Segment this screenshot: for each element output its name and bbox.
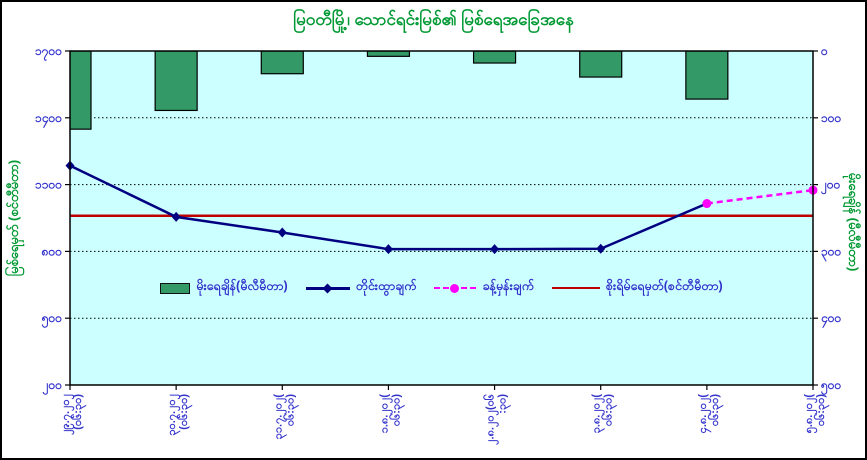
rain-bar — [260, 51, 304, 75]
legend-label: မိုးရေချိန်(မီလီမီတာ) — [196, 279, 288, 293]
left-axis-tick-label: ၁၁၀၀ — [35, 178, 62, 192]
x-axis-label: ၃၀.၇.၂၀၂(၀၆:၃၀) — [166, 393, 193, 435]
right-axis-tick-label: ၄၀၀ — [820, 311, 842, 329]
x-axis-label: ၃၁.၇.၂၀၂(၀၆:၃၀) — [272, 394, 299, 440]
measured-point-marker — [383, 244, 393, 255]
plot-border — [69, 50, 814, 386]
left-axis-tick-label: ၅၀၀ — [41, 311, 63, 329]
chart-title: မြဝတီမြို့၊ သောင်ရင်းမြစ်၏ မြစ်ရေအခြေအနေ — [293, 10, 574, 29]
x-axis-label: ၁.၈.၂၀၂(၀၆:၃၀) — [378, 394, 405, 434]
left-axis-tick-label: ၁၇၀၀ — [35, 44, 62, 62]
rain-bar — [154, 51, 198, 112]
measured-point-marker — [277, 227, 287, 238]
rainfall-bar-swatch-icon — [160, 282, 191, 294]
x-axis-label: ၂.၈.၂၀၂(၀၆:၃၀) — [484, 394, 512, 445]
rain-bar — [472, 51, 517, 64]
x-axis-label: ၅.၈.၂၀၂(၀၆:၃၀) — [803, 394, 830, 434]
right-axis-tick-label: ၃၀၀ — [821, 244, 842, 262]
x-axis-label: ၂၉.၇.၂၀၂(၀၆:၃၀) — [60, 393, 87, 434]
legend-label: စိုးရိမ်ရေမှတ်(စင်တီမီတာ) — [605, 279, 723, 293]
rain-bar — [685, 51, 729, 100]
right-axis-tick-label: ၅၀၀ — [820, 378, 842, 396]
right-axis-tick-label: ၀ — [820, 44, 828, 58]
legend-label: ခန့်မှန်းချက် — [482, 279, 534, 293]
legend-item-forecast: ခန့်မှန်းချက် — [434, 279, 534, 297]
measured-point-marker — [171, 211, 181, 222]
x-axis-label: ၄.၈.၂၀၂(၀၆:၃၀) — [697, 394, 724, 434]
right-axis-tick-label: ၁၀၀ — [821, 111, 842, 125]
forecast-line-swatch-icon — [434, 283, 477, 294]
forecast-point-marker — [702, 199, 712, 209]
legend: မိုးရေချိန်(မီလီမီတာ) တိုင်းထွာချက် ခန့်… — [70, 275, 813, 301]
rain-bar — [579, 51, 623, 78]
danger-line-swatch-icon — [551, 286, 600, 290]
measured-point-marker — [490, 244, 500, 255]
x-axis-label: ၃.၈.၂၀၂(၀၆:၃၀) — [591, 394, 618, 434]
measured-point-marker — [596, 243, 606, 254]
legend-item-rainfall: မိုးရေချိန်(မီလီမီတာ) — [160, 279, 288, 297]
legend-label: တိုင်းထွာချက် — [355, 279, 417, 293]
right-axis-tick-label: ၂၀၀ — [820, 178, 841, 196]
rain-bar — [70, 51, 92, 130]
rain-bar — [366, 51, 411, 57]
left-axis-tick-label: ၂၀၀ — [42, 378, 63, 396]
left-axis-title: မြစ်ရေမှတ် (စင်တီမီတာ) — [4, 160, 25, 276]
forecast-line — [706, 188, 814, 205]
legend-item-measured: တိုင်းထွာချက် — [305, 279, 417, 297]
right-axis-title: မိုးရေချိန် (မီလီမီတာ) — [842, 173, 862, 272]
measured-line-swatch-icon — [305, 283, 350, 294]
legend-item-danger-level: စိုးရိမ်ရေမှတ်(စင်တီမီတာ) — [551, 279, 723, 297]
left-axis-tick-label: ၁၄၀၀ — [35, 111, 62, 129]
rain-bars — [70, 51, 729, 130]
left-axis-tick-label: ၈၀၀ — [41, 244, 63, 258]
